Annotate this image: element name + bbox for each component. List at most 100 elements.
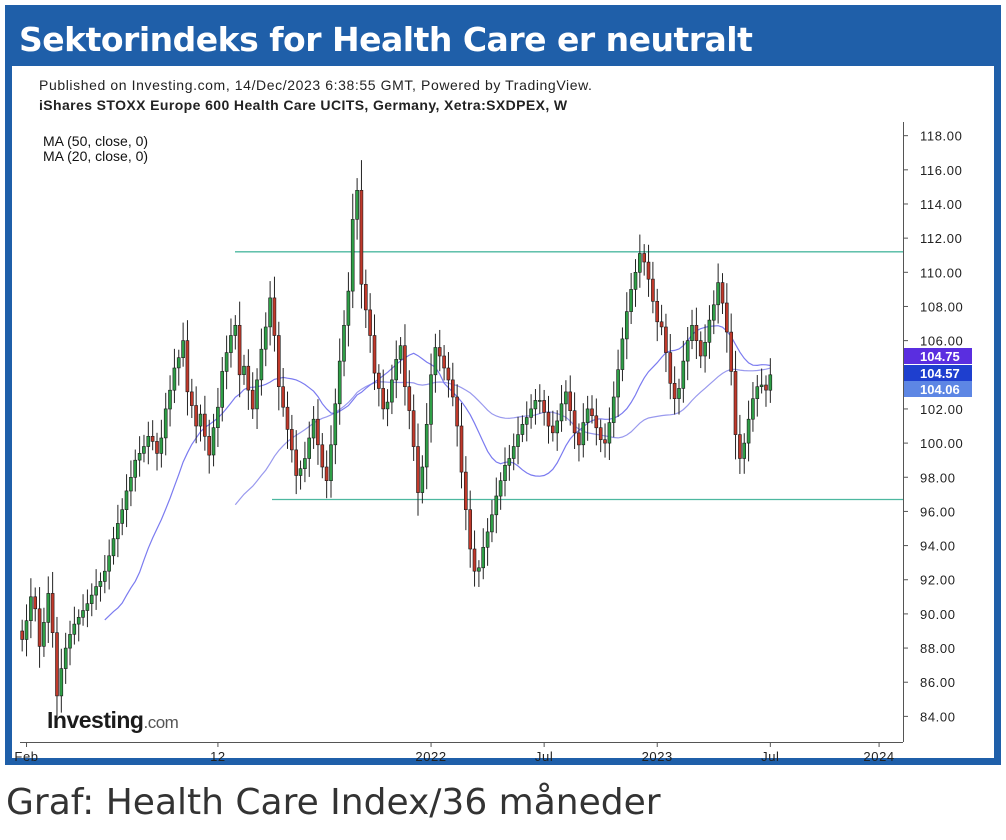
candle-body — [516, 434, 520, 447]
candle-body — [29, 596, 33, 621]
y-tick-label: 96.00 — [920, 504, 956, 519]
ma20-line — [104, 325, 771, 621]
candle-body — [294, 449, 299, 476]
candle-body — [190, 391, 194, 406]
candle-body — [564, 391, 568, 405]
candle-body — [329, 444, 333, 481]
candle-body — [403, 345, 407, 388]
candle-body — [116, 523, 120, 540]
candle-body — [111, 538, 116, 557]
y-tick-label: 100.00 — [920, 436, 963, 451]
candle-body — [216, 406, 220, 429]
ma20-label: MA (20, close, 0) — [43, 148, 149, 164]
candle-body — [729, 331, 734, 372]
candle-body — [598, 427, 603, 441]
y-tick-label: 88.00 — [920, 641, 956, 656]
x-tick-label: Feb — [14, 749, 38, 764]
page-title: Sektorindeks for Health Care er neutralt — [19, 20, 753, 59]
candle-body — [346, 290, 351, 326]
candle-body — [442, 355, 446, 369]
candle-body — [385, 401, 390, 410]
candle-body — [242, 365, 246, 376]
candle-body — [433, 347, 438, 376]
candle-body — [590, 408, 594, 416]
candle-body — [624, 311, 629, 340]
candle-body — [98, 581, 103, 587]
candle-body — [155, 441, 159, 454]
candle-body — [572, 410, 577, 434]
candle-body — [233, 324, 238, 336]
candle-body — [42, 622, 46, 647]
candle-body — [194, 405, 198, 427]
x-tick-label: 2024 — [863, 749, 894, 764]
candle-body — [324, 466, 329, 481]
candle-body — [559, 403, 564, 422]
candle-body — [568, 391, 573, 411]
candle-body — [637, 253, 642, 273]
candle-body — [368, 309, 372, 336]
candle-body — [577, 432, 581, 446]
candle-body — [616, 369, 620, 398]
candle-body — [163, 408, 168, 439]
candle-body — [681, 360, 686, 389]
candle-body — [363, 283, 368, 311]
candle-body — [381, 388, 386, 410]
candle-body — [146, 435, 151, 447]
candle-body — [585, 408, 590, 423]
price-chart: 84.00 86.00 88.00 90.00 92.00 94.00 96.00 98.00… — [14, 122, 972, 764]
candle-body — [229, 335, 233, 353]
candle-body — [372, 335, 377, 374]
candle-body — [142, 446, 146, 454]
candle-body — [107, 555, 111, 572]
figure-caption: Graf: Health Care Index/36 måneder — [6, 782, 661, 823]
logo-brand: Investing — [47, 707, 144, 733]
y-tick-label: 92.00 — [920, 573, 956, 588]
candle-body — [207, 435, 211, 456]
candle-body — [537, 400, 542, 402]
candle-body — [272, 297, 277, 336]
candle-body — [168, 389, 172, 410]
x-tick-label: Jul — [535, 749, 553, 764]
candle-body — [524, 417, 529, 425]
candle-body — [594, 415, 599, 429]
price-label-text: 104.57 — [920, 366, 960, 381]
candle-body — [746, 418, 751, 444]
candle-body — [63, 647, 68, 669]
candle-body — [672, 382, 677, 399]
candle-body — [337, 360, 342, 405]
candle-body — [150, 435, 155, 442]
y-tick-label: 102.00 — [920, 402, 963, 417]
candle-body — [720, 282, 725, 304]
candle-body — [250, 389, 255, 410]
candle-body — [620, 338, 625, 370]
candle-body — [724, 302, 729, 333]
candle-body — [133, 459, 137, 478]
candle-body — [259, 348, 264, 381]
candle-body — [20, 630, 25, 640]
candle-body — [507, 458, 512, 466]
price-label-box — [904, 381, 972, 397]
candle-body — [76, 616, 81, 625]
candle-body — [137, 452, 142, 461]
candle-body — [298, 468, 303, 476]
candle-body — [490, 514, 494, 533]
candle-body — [751, 398, 755, 420]
candle-body — [611, 396, 616, 423]
candle-body — [437, 347, 442, 357]
candle-body — [498, 480, 503, 497]
candle-body — [103, 570, 107, 582]
candle-body — [33, 596, 38, 610]
candle-body — [503, 464, 507, 481]
ma50-line — [234, 367, 771, 506]
candle-body — [59, 668, 64, 697]
candle-body — [124, 490, 129, 510]
candle-body — [664, 326, 668, 353]
candle-body — [707, 319, 712, 343]
candle-body — [755, 386, 760, 400]
candle-body — [350, 219, 355, 292]
candle-body — [390, 379, 394, 403]
candle-body — [694, 324, 699, 341]
candle-body — [472, 548, 477, 572]
candle-body — [255, 379, 259, 410]
candle-body — [159, 437, 164, 454]
